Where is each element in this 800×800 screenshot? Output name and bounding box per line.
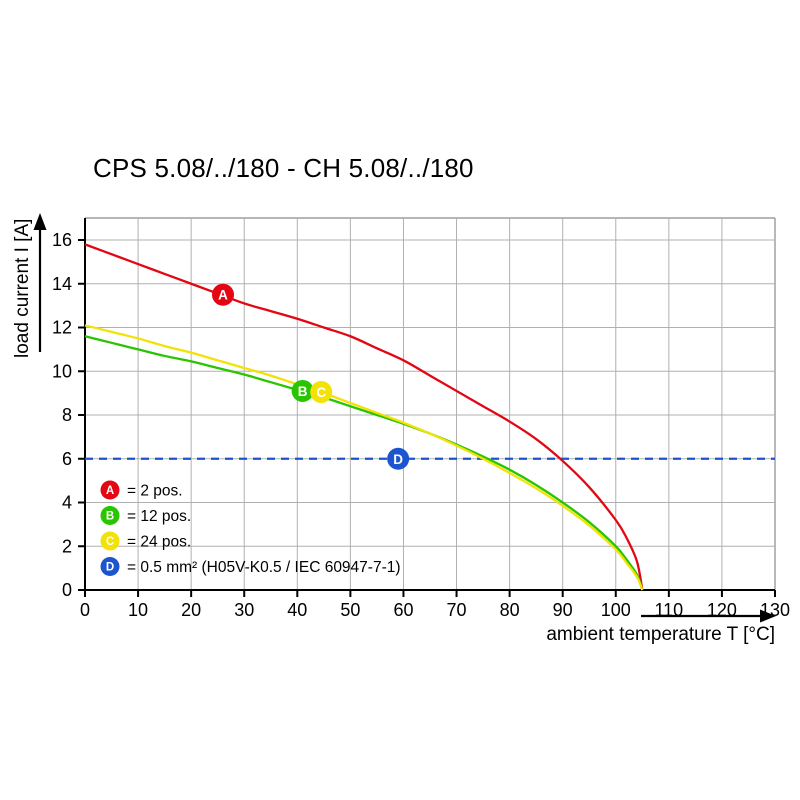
curve-C [84, 324, 644, 591]
y-tick-label: 16 [52, 230, 72, 250]
y-axis-label: load current I [A] [12, 218, 33, 358]
x-tick-label: 20 [181, 600, 201, 620]
x-tick-label: 60 [393, 600, 413, 620]
legend-text-A: = 2 pos. [127, 483, 183, 500]
marker-letter-C: C [316, 385, 326, 400]
marker-B [291, 379, 314, 402]
y-tick-label: 12 [52, 318, 72, 338]
marker-D [387, 447, 410, 470]
curve-A [84, 243, 644, 591]
legend-text-D: = 0.5 mm² (H05V-K0.5 / IEC 60947-7-1) [127, 559, 401, 576]
y-tick-label: 4 [62, 493, 72, 513]
x-tick-label: 10 [128, 600, 148, 620]
legend-marker-D [100, 557, 120, 576]
legend-marker-B [100, 506, 120, 525]
curve-B [84, 335, 644, 591]
legend-text-C: = 24 pos. [127, 534, 191, 551]
y-tick-label: 2 [62, 536, 72, 556]
x-tick-label: 40 [287, 600, 307, 620]
legend-marker-A [100, 480, 120, 500]
x-tick-label: 80 [500, 600, 520, 620]
x-tick-label: 30 [234, 600, 254, 620]
marker-A [212, 283, 234, 306]
legend-letter-B: B [106, 511, 114, 523]
y-tick-label: 6 [62, 449, 72, 469]
chart-title: CPS 5.08/../180 - CH 5.08/../180 [93, 153, 474, 183]
legend-text-B: = 12 pos. [127, 508, 191, 525]
y-tick-label: 14 [52, 274, 72, 294]
marker-letter-D: D [393, 452, 403, 467]
y-tick-label: 10 [52, 361, 72, 381]
y-axis-arrow-head [33, 213, 47, 230]
marker-C [310, 381, 333, 404]
x-tick-label: 70 [447, 600, 467, 620]
y-tick-label: 0 [62, 580, 72, 600]
x-tick-label: 100 [601, 600, 631, 620]
x-tick-label: 90 [553, 600, 573, 620]
legend-letter-C: C [106, 536, 114, 548]
x-axis-arrow-head [760, 609, 776, 623]
y-tick-label: 8 [62, 405, 72, 425]
legend-letter-D: D [106, 562, 114, 574]
x-tick-label: 50 [340, 600, 360, 620]
marker-letter-A: A [218, 288, 228, 303]
x-tick-label: 0 [80, 600, 90, 620]
x-axis-label: ambient temperature T [°C] [546, 624, 775, 645]
legend-marker-C [100, 531, 120, 551]
marker-letter-B: B [298, 384, 308, 399]
legend-letter-A: A [106, 485, 114, 497]
